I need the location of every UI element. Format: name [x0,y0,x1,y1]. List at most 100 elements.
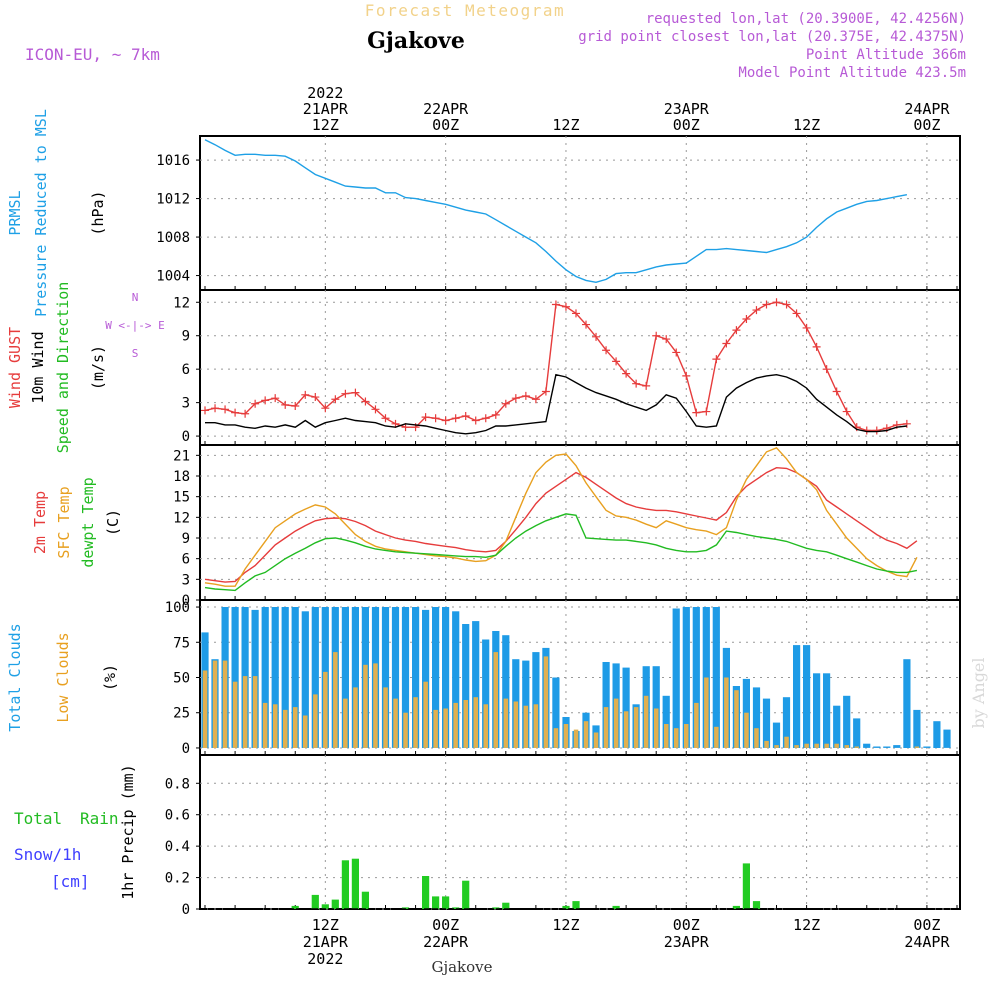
low-clouds-bar [513,701,519,748]
low-clouds-bar [313,694,318,748]
total-rain-bar [612,905,620,909]
gust-marker [431,414,440,423]
temperature-frame [199,444,961,601]
total-clouds-bar [401,607,410,748]
y-tick-label: 6 [182,362,190,378]
gust-marker [812,342,821,351]
low-clouds-bar [303,715,308,748]
low-clouds-bar [633,707,639,748]
gust-marker [762,300,771,309]
compass-north: N [132,291,139,304]
gust-marker [742,314,751,323]
temperature-axis-label: (C) [104,509,122,536]
y-tick-label: 12 [173,510,190,526]
total-clouds-bar [231,607,239,748]
total-clouds-bar [552,677,560,748]
top-time-label: 00Z [913,116,940,134]
y-tick-label: 0.4 [165,839,190,855]
gust-marker [321,404,330,413]
low-clouds-bar [764,740,769,748]
total-clouds-bar [432,607,440,748]
grid-point-lonlat: grid point closest lon,lat (20.375E, 42.… [578,29,966,45]
total-rain-bar [432,896,440,909]
top-time-label: 23APR [664,100,710,118]
gust-marker [802,323,811,332]
gust-marker [632,379,641,388]
low-clouds-bar [573,729,579,748]
total-clouds-bar [752,687,761,748]
low-clouds-bar [413,697,418,748]
pressure-frame [199,135,961,291]
bottom-time-label: 00Z [673,916,700,934]
bottom-time-label: 12Z [312,916,339,934]
low-clouds-bar [543,656,549,748]
gust-marker [571,309,580,318]
total-rain-bar [422,876,430,909]
low-clouds-bar [814,743,819,748]
gust-marker [682,371,691,380]
low-clouds-bar [804,743,809,748]
low-clouds-bar [724,677,729,748]
gust-marker [602,346,611,355]
low-clouds-bar [593,732,599,748]
total-clouds-bar [291,607,299,748]
model-label: ICON-EU, ~ 7km [25,45,160,64]
y-tick-label: 0 [182,429,190,445]
total-clouds-bar [933,721,941,748]
low-clouds-bar [714,726,719,748]
low-clouds-bar [503,698,509,748]
gust-marker [331,395,340,404]
clouds-axis-label: (%) [101,664,119,691]
total-rain-bar [341,860,349,909]
y-tick-label: 6 [182,552,190,568]
panel-precip: 0 0.2 0.4 0.6 0.8 1hr Precip (mm) Total Rain Sno… [14,754,961,918]
gust-marker [551,300,560,309]
gust-marker [822,365,831,374]
total-rain-bar [462,880,470,909]
total-clouds-bar [422,609,430,748]
bottom-time-label: 23APR [664,933,710,951]
y-tick-label: 9 [182,531,190,547]
total-clouds-bar [813,673,821,748]
gust-marker [461,412,470,421]
y-tick-label: 0.6 [165,808,190,824]
gust-marker [772,298,781,307]
total-rain-bar [492,907,500,909]
top-time-label: 00Z [432,116,459,134]
total-rain-bar [752,901,761,909]
low-clouds-bar [393,698,398,748]
low-clouds-bar [583,721,589,748]
low-clouds-bar [343,698,348,748]
clouds-axis-label: Total Clouds [6,623,24,731]
gust-marker [241,409,250,418]
total-clouds-bar [381,607,390,748]
10m-wind-line [205,373,907,435]
total-clouds-bar [462,624,470,748]
low-clouds-bar [694,702,699,748]
gust-marker [722,339,731,348]
low-clouds-bar [794,745,799,748]
sfc-temp-line [204,446,918,587]
total-clouds-bar [602,662,610,748]
total-rain-bar [742,863,750,909]
bottom-time-label: 00Z [432,916,459,934]
gust-marker [421,413,430,422]
total-clouds-bar [622,667,630,748]
low-clouds-bar [523,705,529,748]
gust-marker [842,407,851,416]
compass-south: S [132,347,139,360]
total-clouds-bar [672,608,680,748]
low-clouds-bar [643,695,649,748]
gust-marker [481,414,490,423]
top-time-label: 12Z [793,116,820,134]
gust-marker [782,300,791,309]
gust-marker [301,390,310,399]
total-rain-bar [452,907,460,909]
low-clouds-bar [754,728,759,748]
wind-gust-line [204,301,907,432]
low-clouds-bar [734,690,739,748]
y-tick-label: 15 [173,490,190,506]
total-clouds-bar [652,666,660,748]
gust-marker [351,388,360,397]
low-clouds-bar [664,724,669,748]
